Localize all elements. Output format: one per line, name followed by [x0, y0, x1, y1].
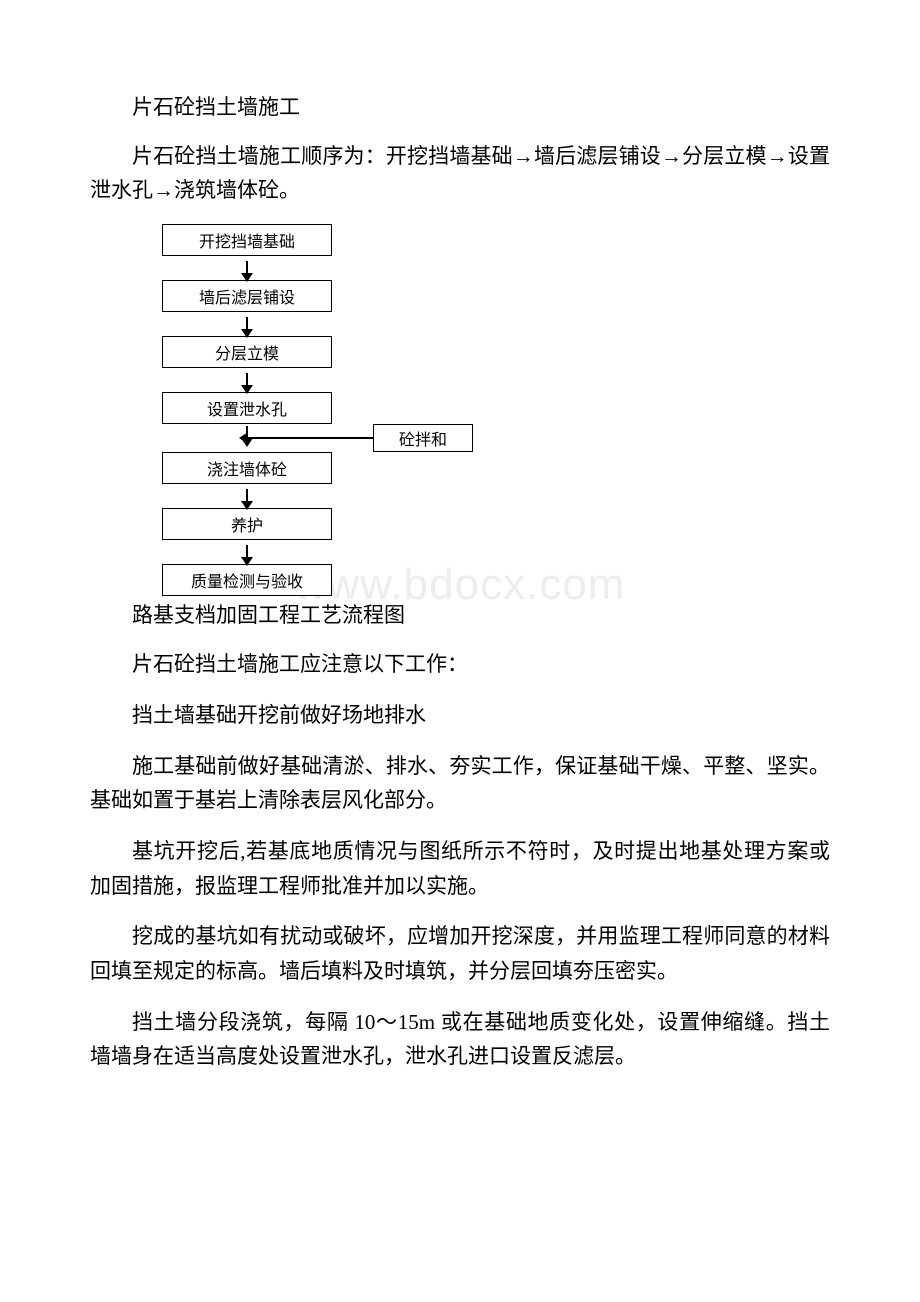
arrow-down-icon — [162, 256, 332, 280]
arrow-left-icon — [247, 437, 373, 439]
flow-node-1: 开挖挡墙基础 — [162, 224, 332, 256]
arrow-down-icon — [162, 484, 332, 508]
flow-node-3: 分层立模 — [162, 336, 332, 368]
flowchart: 开挖挡墙基础 墙后滤层铺设 分层立模 设置泄水孔 砼拌和 浇注墙体砼 — [162, 224, 830, 596]
arrow-down-icon — [162, 312, 332, 336]
paragraph-geology: 基坑开挖后,若基底地质情况与图纸所示不符时，及时提出地基处理方案或加固措施，报监… — [90, 834, 830, 903]
paragraph-sequence: 片石砼挡土墙施工顺序为：开挖挡墙基础→墙后滤层铺设→分层立模→设置泄水孔→浇筑墙… — [90, 139, 830, 208]
paragraph-notice: 片石砼挡土墙施工应注意以下工作： — [90, 647, 830, 682]
arrow-down-icon — [162, 540, 332, 564]
flow-node-2: 墙后滤层铺设 — [162, 280, 332, 312]
document-content: 片石砼挡土墙施工 片石砼挡土墙施工顺序为：开挖挡墙基础→墙后滤层铺设→分层立模→… — [90, 90, 830, 1074]
paragraph-joints: 挡土墙分段浇筑，每隔 10～15m 或在基础地质变化处，设置伸缩缝。挡土墙墙身在… — [90, 1005, 830, 1074]
flow-node-side: 砼拌和 — [373, 424, 473, 452]
heading-1: 片石砼挡土墙施工 — [90, 90, 830, 125]
arrow-down-icon — [162, 368, 332, 392]
flow-node-7: 质量检测与验收 — [162, 564, 332, 596]
flow-node-5: 浇注墙体砼 — [162, 452, 332, 484]
flowchart-caption: 路基支档加固工程工艺流程图 — [132, 600, 830, 632]
paragraph-drainage: 挡土墙基础开挖前做好场地排水 — [90, 698, 830, 733]
paragraph-backfill: 挖成的基坑如有扰动或破坏，应增加开挖深度，并用监理工程师同意的材料回填至规定的标… — [90, 919, 830, 988]
paragraph-foundation: 施工基础前做好基础清淤、排水、夯实工作，保证基础干燥、平整、坚实。基础如置于基岩… — [90, 749, 830, 818]
flow-node-4: 设置泄水孔 — [162, 392, 332, 424]
flow-node-6: 养护 — [162, 508, 332, 540]
